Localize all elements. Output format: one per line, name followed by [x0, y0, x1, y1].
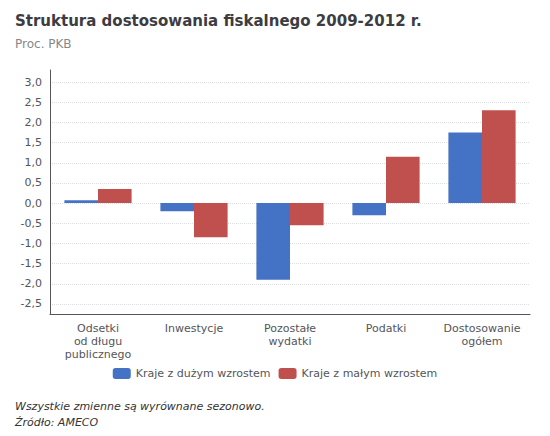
svg-text:0,5: 0,5 [25, 176, 43, 189]
svg-text:2,0: 2,0 [25, 116, 43, 129]
svg-text:Kraje z małym wzrostem: Kraje z małym wzrostem [302, 367, 438, 380]
svg-text:0,0: 0,0 [25, 197, 43, 210]
svg-text:Odsetki: Odsetki [77, 322, 119, 335]
svg-text:Wszystkie zmienne są wyrównane: Wszystkie zmienne są wyrównane sezonowo. [15, 400, 265, 413]
svg-text:1,5: 1,5 [25, 136, 43, 149]
svg-text:2,5: 2,5 [25, 96, 43, 109]
svg-text:-0,5: -0,5 [21, 217, 42, 230]
svg-text:-2,0: -2,0 [21, 277, 42, 290]
svg-text:3,0: 3,0 [25, 76, 43, 89]
svg-text:Kraje z dużym wzrostem: Kraje z dużym wzrostem [136, 367, 271, 380]
svg-text:Źródło: AMECO: Źródło: AMECO [14, 416, 99, 429]
svg-text:Struktura dostosowania fiskaln: Struktura dostosowania fiskalnego 2009-2… [15, 12, 422, 30]
svg-text:wydatki: wydatki [269, 335, 312, 348]
svg-text:Podatki: Podatki [366, 322, 406, 335]
svg-text:-1,0: -1,0 [21, 237, 42, 250]
svg-text:Proc. PKB: Proc. PKB [15, 37, 72, 51]
svg-text:-1,5: -1,5 [21, 257, 42, 270]
svg-text:Pozostałe: Pozostałe [264, 322, 316, 335]
svg-text:publicznego: publicznego [65, 348, 132, 361]
svg-text:Inwestycje: Inwestycje [165, 322, 224, 335]
svg-text:od długu: od długu [74, 335, 122, 348]
svg-text:1,0: 1,0 [25, 156, 43, 169]
svg-text:Dostosowanie: Dostosowanie [444, 322, 521, 335]
svg-text:-2,5: -2,5 [21, 297, 42, 310]
svg-text:ogółem: ogółem [461, 335, 502, 348]
